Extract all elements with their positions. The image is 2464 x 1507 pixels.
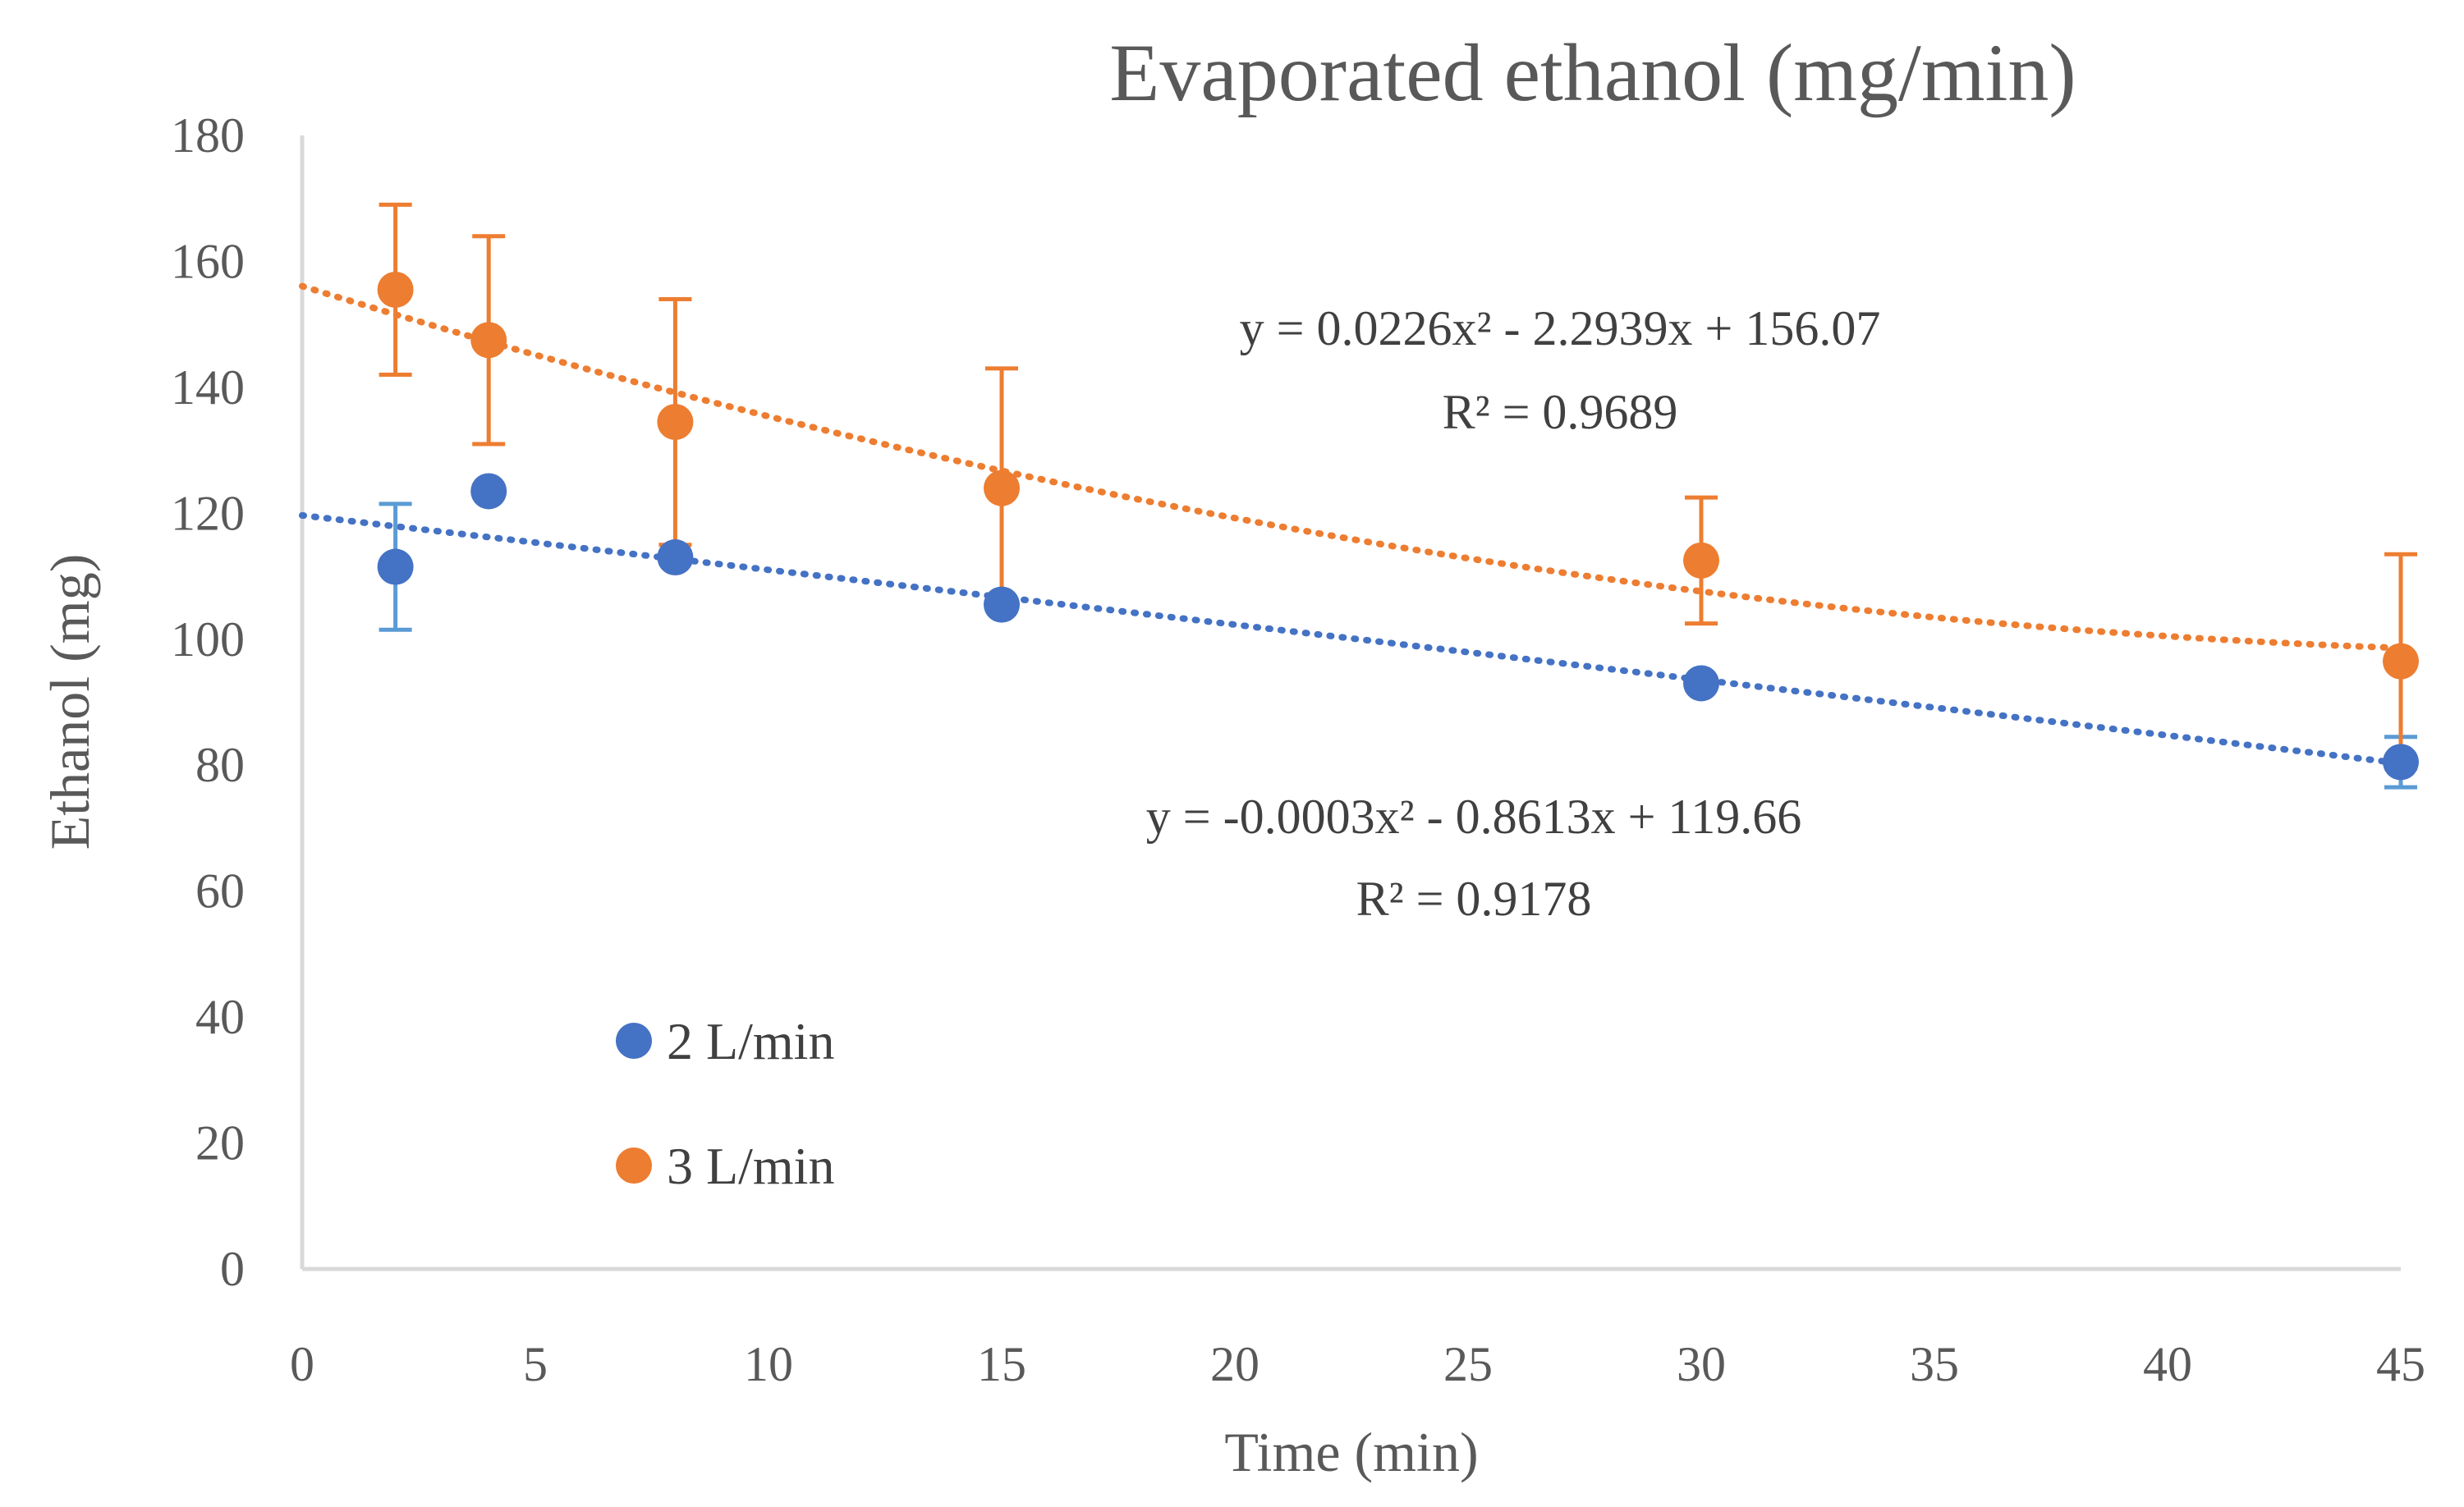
y-tick-180: 180	[171, 108, 245, 163]
point-3lmin-45	[2383, 643, 2419, 680]
point-3lmin-30	[1683, 542, 1719, 579]
x-tick-30: 30	[1677, 1337, 1726, 1391]
point-3lmin-4	[470, 322, 507, 359]
x-axis-title: Time (min)	[1224, 1421, 1478, 1483]
y-axis-title: Ethanol (mg)	[39, 554, 101, 850]
x-tick-10: 10	[744, 1337, 793, 1391]
x-tick-25: 25	[1443, 1337, 1493, 1391]
y-tick-80: 80	[195, 738, 245, 792]
legend-label-2lpm: 2 L/min	[667, 1012, 834, 1070]
x-tick-45: 45	[2376, 1337, 2425, 1391]
r2-3lpm: R² = 0.9689	[1443, 385, 1678, 439]
legend-marker-3lpm	[616, 1147, 652, 1184]
y-tick-140: 140	[171, 360, 245, 415]
y-tick-160: 160	[171, 234, 245, 288]
point-2lmin-45	[2383, 744, 2419, 781]
point-2lmin-8	[657, 539, 694, 576]
equation-3lpm: y = 0.0226x² - 2.2939x + 156.07	[1240, 301, 1881, 355]
legend-marker-2lpm	[616, 1023, 652, 1059]
trendline-3lmin	[299, 282, 2404, 652]
legend-label-3lpm: 3 L/min	[667, 1137, 834, 1195]
x-tick-labels: 0 5 10 15 20 25 30 35 40 45	[290, 1337, 2425, 1391]
x-tick-20: 20	[1210, 1337, 1260, 1391]
y-tick-60: 60	[195, 864, 245, 918]
data-points	[377, 271, 2419, 781]
r2-2lpm: R² = 0.9178	[1356, 872, 1592, 926]
point-3lmin-2	[377, 271, 414, 308]
y-tick-20: 20	[195, 1116, 245, 1170]
error-bars	[379, 202, 2417, 790]
x-tick-5: 5	[523, 1337, 548, 1391]
x-tick-40: 40	[2143, 1337, 2192, 1391]
trendline-2lmin	[299, 511, 2404, 767]
y-tick-40: 40	[195, 990, 245, 1044]
x-tick-35: 35	[1910, 1337, 1959, 1391]
point-3lmin-15	[984, 470, 1020, 506]
x-tick-0: 0	[290, 1337, 314, 1391]
y-tick-120: 120	[171, 486, 245, 540]
point-2lmin-30	[1683, 665, 1719, 702]
axes	[300, 135, 2401, 1271]
point-2lmin-15	[984, 586, 1020, 623]
point-2lmin-4	[470, 473, 507, 510]
point-3lmin-8	[657, 404, 694, 441]
y-tick-labels: 0 20 40 60 80 100 120 140 160 180	[171, 108, 245, 1296]
legend: 2 L/min 3 L/min	[616, 1012, 834, 1195]
chart-title: Evaporated ethanol (mg/min)	[1109, 27, 2076, 118]
equation-2lpm: y = -0.0003x² - 0.8613x + 119.66	[1146, 790, 1801, 844]
y-tick-0: 0	[220, 1242, 245, 1296]
point-2lmin-2	[377, 548, 414, 585]
trendlines	[299, 282, 2404, 767]
x-tick-15: 15	[977, 1337, 1026, 1391]
y-tick-100: 100	[171, 612, 245, 666]
